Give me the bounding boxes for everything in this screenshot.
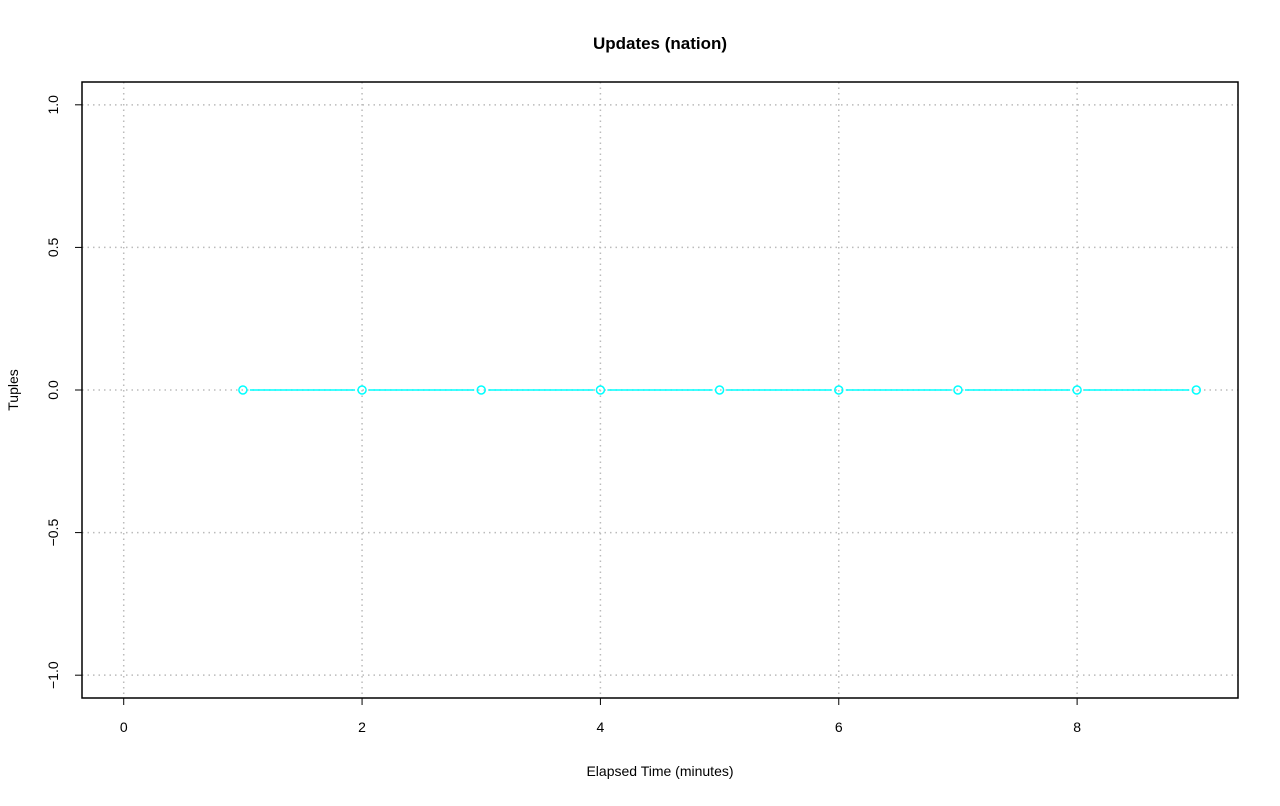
data-point [714,385,725,395]
data-point [1072,385,1082,395]
plot-frame [81,81,1239,699]
series [238,385,1202,395]
data-point [595,385,606,395]
y-tick-label: 0.0 [45,380,61,400]
axes: 0 2 4 6 8 −1.0 −0.5 0.0 0.5 1.0 [45,95,1081,735]
x-axis-label: Elapsed Time (minutes) [586,763,733,779]
series-line [238,385,1202,395]
data-point [953,385,963,395]
x-tick-label: 8 [1073,719,1081,735]
y-tick-label: 0.5 [45,237,61,257]
x-tick-label: 4 [597,719,605,735]
data-point [238,385,248,395]
x-tick-label: 6 [835,719,843,735]
data-point [1191,385,1202,395]
y-axis-label: Tuples [5,369,21,411]
y-tick-label: 1.0 [45,95,61,115]
x-tick-label: 0 [120,719,128,735]
x-tick-label: 2 [358,719,366,735]
chart-title: Updates (nation) [593,34,727,53]
y-tick-label: −1.0 [45,661,61,689]
data-point [476,385,486,395]
y-tick-label: −0.5 [45,519,61,547]
data-point [357,385,367,395]
data-point [834,385,844,395]
